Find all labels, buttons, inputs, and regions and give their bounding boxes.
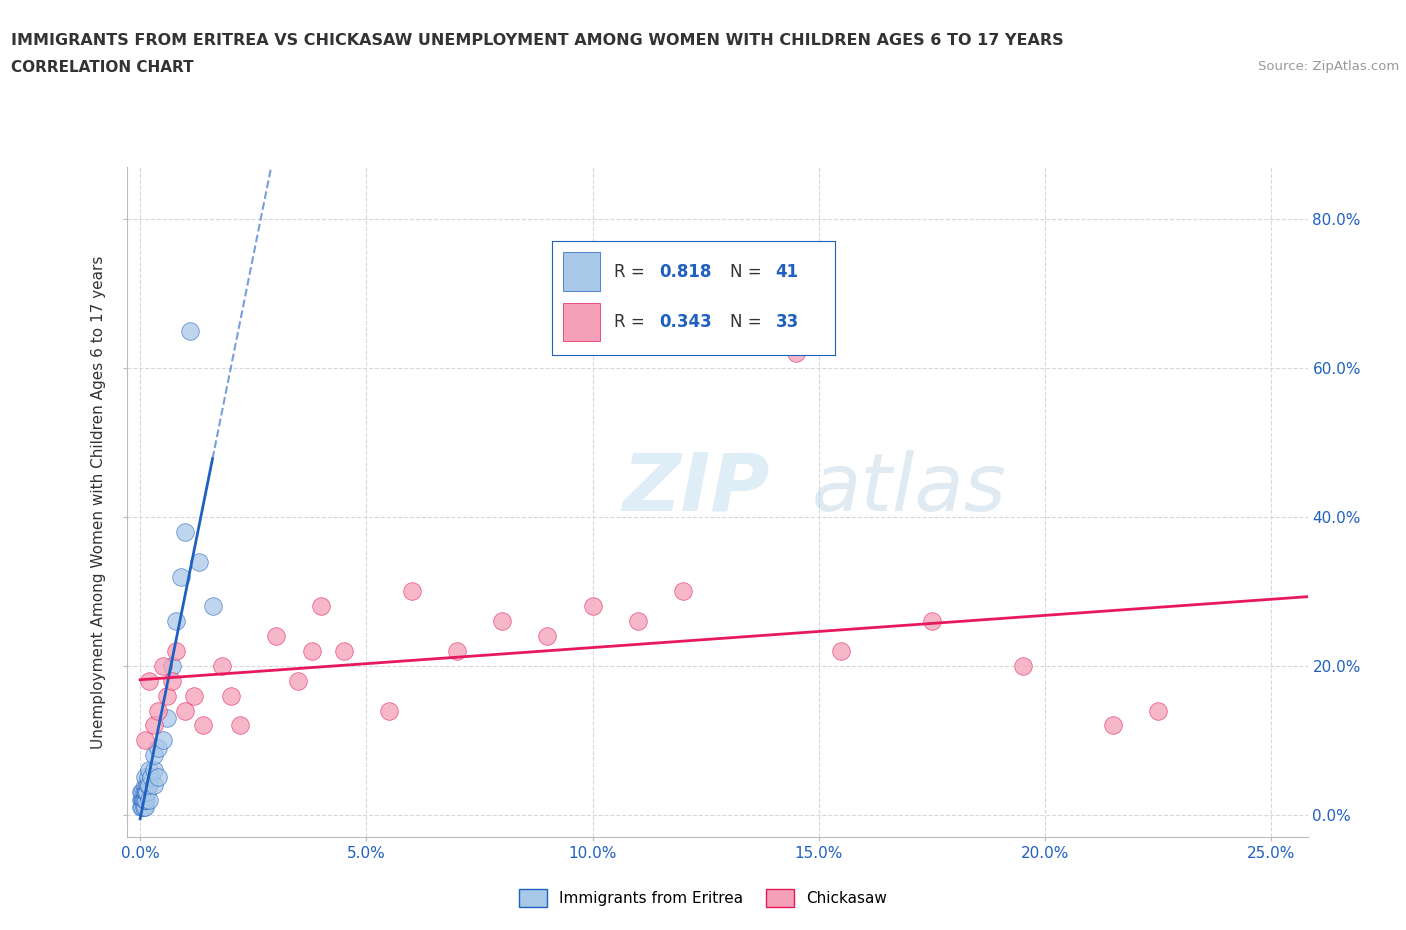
Point xyxy=(1147,703,1170,718)
Point xyxy=(1102,718,1125,733)
Point xyxy=(219,688,242,703)
Text: atlas: atlas xyxy=(811,450,1007,528)
Point xyxy=(148,740,170,755)
Point xyxy=(179,324,201,339)
Point xyxy=(536,629,558,644)
Point xyxy=(332,644,354,658)
Text: 33: 33 xyxy=(776,312,799,331)
Point xyxy=(148,703,170,718)
Point xyxy=(132,785,155,800)
Point xyxy=(446,644,468,658)
Point xyxy=(142,763,165,777)
Point xyxy=(135,785,157,800)
Point xyxy=(193,718,215,733)
Point xyxy=(138,792,160,807)
Point xyxy=(160,673,183,688)
Legend: Immigrants from Eritrea, Chickasaw: Immigrants from Eritrea, Chickasaw xyxy=(513,884,893,913)
Point xyxy=(135,777,157,792)
Point xyxy=(165,614,187,629)
Point xyxy=(134,770,156,785)
Point xyxy=(138,673,160,688)
Text: N =: N = xyxy=(730,312,768,331)
Point xyxy=(136,777,159,792)
Point xyxy=(156,711,179,725)
Point xyxy=(187,554,209,569)
Point xyxy=(134,792,156,807)
Text: R =: R = xyxy=(614,312,650,331)
Point xyxy=(132,792,155,807)
FancyBboxPatch shape xyxy=(562,252,600,291)
Point xyxy=(141,770,163,785)
Text: 0.343: 0.343 xyxy=(659,312,713,331)
Point xyxy=(1011,658,1033,673)
Point xyxy=(174,703,197,718)
Point xyxy=(378,703,401,718)
Point xyxy=(201,599,224,614)
Point xyxy=(131,792,153,807)
Text: IMMIGRANTS FROM ERITREA VS CHICKASAW UNEMPLOYMENT AMONG WOMEN WITH CHILDREN AGES: IMMIGRANTS FROM ERITREA VS CHICKASAW UNE… xyxy=(11,33,1064,47)
Point xyxy=(672,584,695,599)
Point xyxy=(131,800,153,815)
Point xyxy=(160,658,183,673)
Point xyxy=(785,346,807,361)
Point xyxy=(148,770,170,785)
Point xyxy=(134,792,156,807)
Point xyxy=(142,777,165,792)
Point xyxy=(132,800,155,815)
Point xyxy=(134,733,156,748)
FancyBboxPatch shape xyxy=(562,302,600,341)
Text: N =: N = xyxy=(730,263,768,281)
Y-axis label: Unemployment Among Women with Children Ages 6 to 17 years: Unemployment Among Women with Children A… xyxy=(91,256,107,749)
Point xyxy=(211,658,233,673)
Text: CORRELATION CHART: CORRELATION CHART xyxy=(11,60,194,75)
Point xyxy=(138,777,160,792)
Point xyxy=(138,763,160,777)
Point xyxy=(165,644,187,658)
Point xyxy=(301,644,323,658)
Point xyxy=(142,718,165,733)
Point xyxy=(135,785,157,800)
Point xyxy=(131,792,153,807)
Point xyxy=(228,718,250,733)
Point xyxy=(174,525,197,539)
Point xyxy=(581,599,603,614)
Point xyxy=(134,777,156,792)
Point xyxy=(183,688,205,703)
Point xyxy=(170,569,193,584)
Point xyxy=(136,770,159,785)
Point xyxy=(921,614,943,629)
Point xyxy=(134,800,156,815)
Point xyxy=(131,785,153,800)
Point xyxy=(156,688,179,703)
Point xyxy=(152,658,174,673)
Point xyxy=(264,629,287,644)
Text: Source: ZipAtlas.com: Source: ZipAtlas.com xyxy=(1258,60,1399,73)
Point xyxy=(152,733,174,748)
Text: 0.818: 0.818 xyxy=(659,263,711,281)
Point xyxy=(627,614,650,629)
Text: ZIP: ZIP xyxy=(623,450,770,528)
Point xyxy=(135,792,157,807)
Point xyxy=(309,599,332,614)
Point xyxy=(134,785,156,800)
Point xyxy=(136,785,159,800)
Point xyxy=(491,614,513,629)
Text: R =: R = xyxy=(614,263,650,281)
Point xyxy=(142,748,165,763)
Text: 41: 41 xyxy=(776,263,799,281)
Point xyxy=(287,673,309,688)
Point xyxy=(132,792,155,807)
Point xyxy=(831,644,853,658)
Point xyxy=(401,584,423,599)
Point xyxy=(129,800,152,815)
Point xyxy=(131,785,153,800)
